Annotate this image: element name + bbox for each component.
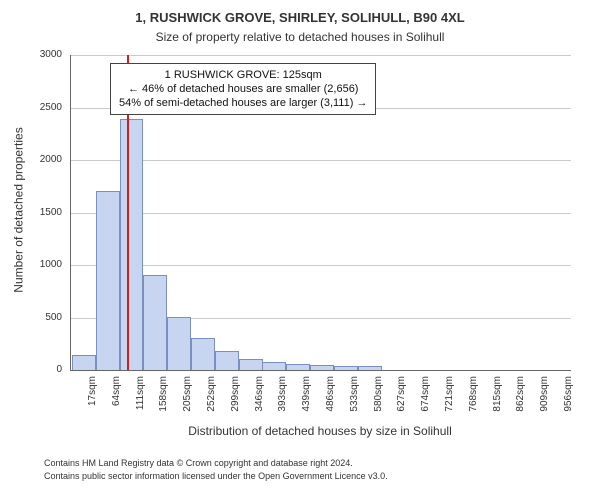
ytick-label: 1000	[0, 259, 62, 270]
xtick-label: 533sqm	[349, 376, 360, 416]
xtick-label: 486sqm	[325, 376, 336, 416]
xtick-label: 956sqm	[563, 376, 574, 416]
histogram-bar	[72, 355, 96, 370]
ytick-label: 0	[0, 364, 62, 375]
histogram-bar	[310, 365, 334, 370]
xtick-label: 111sqm	[135, 376, 146, 416]
annotation-line: 1 RUSHWICK GROVE: 125sqm	[119, 68, 367, 82]
histogram-bar	[96, 191, 120, 371]
histogram-bar	[262, 362, 286, 370]
xtick-label: 909sqm	[539, 376, 550, 416]
xtick-label: 580sqm	[373, 376, 384, 416]
xtick-label: 815sqm	[492, 376, 503, 416]
ytick-label: 1500	[0, 207, 62, 218]
xtick-label: 862sqm	[515, 376, 526, 416]
footer-line-2: Contains public sector information licen…	[44, 471, 388, 481]
ytick-label: 500	[0, 312, 62, 323]
xtick-label: 768sqm	[468, 376, 479, 416]
xtick-label: 627sqm	[396, 376, 407, 416]
x-axis-title: Distribution of detached houses by size …	[70, 424, 570, 438]
annotation-box: 1 RUSHWICK GROVE: 125sqm ← 46% of detach…	[110, 63, 376, 115]
histogram-bar	[334, 366, 358, 370]
histogram-bar	[120, 119, 144, 370]
chart-container: 1, RUSHWICK GROVE, SHIRLEY, SOLIHULL, B9…	[0, 0, 600, 500]
xtick-label: 158sqm	[158, 376, 169, 416]
histogram-bar	[358, 366, 382, 370]
xtick-label: 721sqm	[444, 376, 455, 416]
xtick-label: 674sqm	[420, 376, 431, 416]
xtick-label: 205sqm	[182, 376, 193, 416]
ytick-label: 3000	[0, 49, 62, 60]
xtick-label: 346sqm	[254, 376, 265, 416]
gridline	[71, 55, 571, 56]
histogram-bar	[167, 317, 191, 371]
gridline	[71, 265, 571, 266]
histogram-bar	[143, 275, 167, 371]
gridline	[71, 160, 571, 161]
xtick-label: 64sqm	[111, 376, 122, 416]
chart-title: 1, RUSHWICK GROVE, SHIRLEY, SOLIHULL, B9…	[0, 10, 600, 25]
xtick-label: 299sqm	[230, 376, 241, 416]
annotation-line: 54% of semi-detached houses are larger (…	[119, 96, 367, 110]
annotation-line: ← 46% of detached houses are smaller (2,…	[119, 82, 367, 96]
footer-line-1: Contains HM Land Registry data © Crown c…	[44, 458, 353, 468]
chart-subtitle: Size of property relative to detached ho…	[0, 30, 600, 44]
ytick-label: 2000	[0, 154, 62, 165]
xtick-label: 393sqm	[277, 376, 288, 416]
histogram-bar	[215, 351, 239, 370]
histogram-bar	[286, 364, 310, 370]
xtick-label: 17sqm	[87, 376, 98, 416]
histogram-bar	[239, 359, 263, 371]
histogram-bar	[191, 338, 215, 371]
xtick-label: 252sqm	[206, 376, 217, 416]
ytick-label: 2500	[0, 102, 62, 113]
gridline	[71, 213, 571, 214]
xtick-label: 439sqm	[301, 376, 312, 416]
